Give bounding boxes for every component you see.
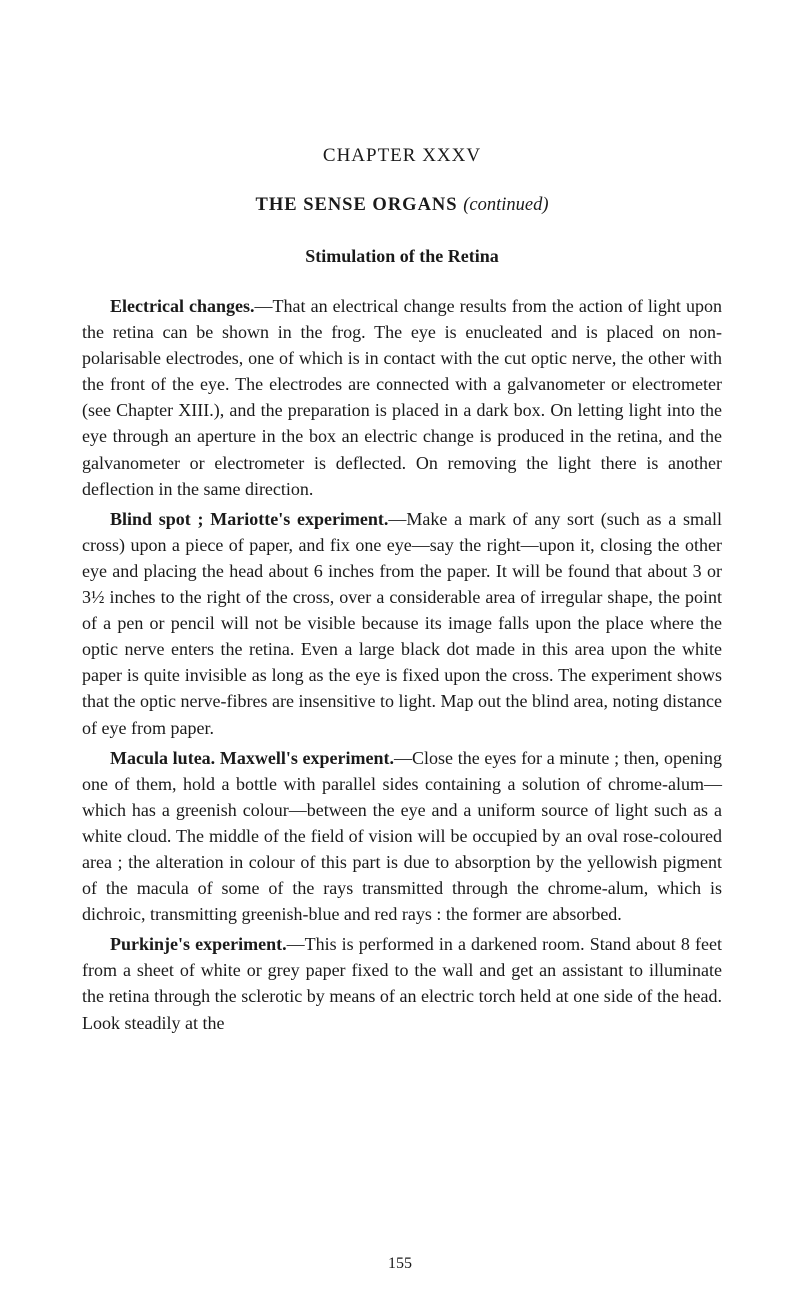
chapter-heading: CHAPTER XXXV <box>82 145 722 167</box>
paragraph-purkinje: Purkinje's experiment.—This is performed… <box>82 931 722 1035</box>
paragraph-text: —Make a mark of any sort (such as a smal… <box>82 509 722 738</box>
chapter-title: THE SENSE ORGANS (continued) <box>82 195 722 216</box>
paragraph-lead: Electrical changes. <box>110 296 255 316</box>
paragraph-macula-lutea: Macula lutea. Maxwell's experiment.—Clos… <box>82 745 722 928</box>
paragraph-lead: Macula lutea. Maxwell's experiment. <box>110 748 394 768</box>
paragraph-text: —That an electrical change results from … <box>82 296 722 499</box>
paragraph-lead: Purkinje's experiment. <box>110 934 287 954</box>
chapter-title-bold: THE SENSE ORGANS <box>256 195 464 215</box>
chapter-title-italic: (continued) <box>463 195 548 215</box>
paragraph-blind-spot: Blind spot ; Mariotte's experiment.—Make… <box>82 506 722 741</box>
page-number: 155 <box>0 1255 800 1273</box>
paragraph-electrical-changes: Electrical changes.—That an electrical c… <box>82 293 722 502</box>
paragraph-text: —Close the eyes for a minute ; then, ope… <box>82 748 722 925</box>
section-heading: Stimulation of the Retina <box>82 246 722 267</box>
paragraph-lead: Blind spot ; Mariotte's experiment. <box>110 509 388 529</box>
